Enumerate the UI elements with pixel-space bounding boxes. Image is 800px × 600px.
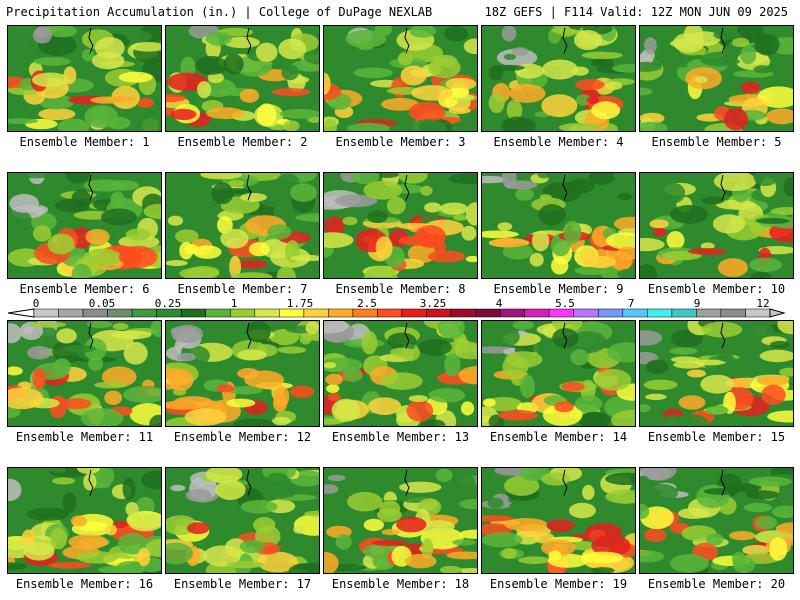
ensemble-member-map-6 <box>7 172 162 279</box>
header-title: Precipitation Accumulation (in.) | Colle… <box>6 5 433 19</box>
colorbar-right-arrow <box>769 308 786 318</box>
colorbar-bin <box>377 308 403 318</box>
colorbar-tick-label: 4 <box>495 297 503 310</box>
colorbar-bin <box>230 308 256 318</box>
ensemble-member-caption: Ensemble Member: 20 <box>647 577 786 591</box>
ensemble-member-caption: Ensemble Member: 7 <box>177 282 308 296</box>
ensemble-member-caption: Ensemble Member: 13 <box>331 430 470 444</box>
colorbar-bin <box>131 308 157 318</box>
ensemble-member-map-3 <box>323 25 478 132</box>
colorbar-bin <box>696 308 722 318</box>
ensemble-member-map-14 <box>481 320 636 427</box>
colorbar-bin <box>573 308 599 318</box>
colorbar-tick-label: 1.75 <box>286 297 314 310</box>
ensemble-member-caption: Ensemble Member: 5 <box>651 135 782 149</box>
colorbar-bin <box>450 308 476 318</box>
colorbar-bin <box>352 308 378 318</box>
colorbar-tick-label: 9 <box>693 297 701 310</box>
ensemble-member-map-15 <box>639 320 794 427</box>
colorbar-bin <box>33 308 59 318</box>
ensemble-member-map-9 <box>481 172 636 279</box>
ensemble-member-map-5 <box>639 25 794 132</box>
ensemble-member-map-12 <box>165 320 320 427</box>
ensemble-member-map-10 <box>639 172 794 279</box>
colorbar-bin <box>671 308 697 318</box>
ensemble-member-caption: Ensemble Member: 2 <box>177 135 308 149</box>
colorbar-bin <box>548 308 574 318</box>
colorbar-bin <box>107 308 133 318</box>
colorbar-tick-label: 2.5 <box>357 297 377 310</box>
colorbar-bin <box>524 308 550 318</box>
colorbar-tick-label: 5.5 <box>555 297 575 310</box>
ensemble-member-caption: Ensemble Member: 18 <box>331 577 470 591</box>
colorbar-bin <box>475 308 501 318</box>
ensemble-member-map-16 <box>7 467 162 574</box>
colorbar-bin <box>82 308 108 318</box>
colorbar-bin <box>180 308 206 318</box>
ensemble-member-caption: Ensemble Member: 17 <box>173 577 312 591</box>
colorbar-bin <box>328 308 354 318</box>
ensemble-member-map-18 <box>323 467 478 574</box>
ensemble-member-caption: Ensemble Member: 1 <box>19 135 150 149</box>
ensemble-member-map-19 <box>481 467 636 574</box>
ensemble-member-caption: Ensemble Member: 15 <box>647 430 786 444</box>
header-valid-time: 18Z GEFS | F114 Valid: 12Z MON JUN 09 20… <box>484 5 788 19</box>
colorbar-bin <box>426 308 452 318</box>
ensemble-member-caption: Ensemble Member: 11 <box>15 430 154 444</box>
ensemble-member-caption: Ensemble Member: 6 <box>19 282 150 296</box>
ensemble-member-map-4 <box>481 25 636 132</box>
ensemble-member-map-13 <box>323 320 478 427</box>
colorbar-bin <box>720 308 746 318</box>
ensemble-member-caption: Ensemble Member: 14 <box>489 430 628 444</box>
colorbar-bin <box>401 308 427 318</box>
colorbar-bin <box>647 308 673 318</box>
ensemble-member-caption: Ensemble Member: 8 <box>335 282 466 296</box>
colorbar-bin <box>622 308 648 318</box>
ensemble-member-map-7 <box>165 172 320 279</box>
colorbar-bin <box>598 308 624 318</box>
colorbar-bin <box>254 308 280 318</box>
colorbar-tick-label: 1 <box>230 297 238 310</box>
ensemble-member-map-8 <box>323 172 478 279</box>
ensemble-member-map-11 <box>7 320 162 427</box>
precip-colorbar <box>7 308 786 318</box>
colorbar-tick-label: 12 <box>756 297 770 310</box>
ensemble-member-caption: Ensemble Member: 19 <box>489 577 628 591</box>
colorbar-tick-label: 7 <box>627 297 635 310</box>
colorbar-tick-label: 3.25 <box>419 297 447 310</box>
colorbar-bin <box>156 308 182 318</box>
ensemble-member-caption: Ensemble Member: 10 <box>647 282 786 296</box>
colorbar-bin <box>303 308 329 318</box>
ensemble-member-caption: Ensemble Member: 12 <box>173 430 312 444</box>
ensemble-member-caption: Ensemble Member: 16 <box>15 577 154 591</box>
colorbar-bin <box>58 308 84 318</box>
colorbar-bin <box>279 308 305 318</box>
colorbar-bin <box>745 308 771 318</box>
ensemble-member-caption: Ensemble Member: 3 <box>335 135 466 149</box>
ensemble-member-map-17 <box>165 467 320 574</box>
ensemble-member-caption: Ensemble Member: 9 <box>493 282 624 296</box>
ensemble-member-caption: Ensemble Member: 4 <box>493 135 624 149</box>
ensemble-member-map-1 <box>7 25 162 132</box>
colorbar-tick-label: 0 <box>32 297 40 310</box>
ensemble-member-map-20 <box>639 467 794 574</box>
colorbar-bin <box>499 308 525 318</box>
colorbar-bin <box>205 308 231 318</box>
colorbar-tick-label: 0.25 <box>154 297 182 310</box>
colorbar-left-arrow <box>7 308 35 318</box>
colorbar-tick-label: 0.05 <box>88 297 116 310</box>
ensemble-member-map-2 <box>165 25 320 132</box>
